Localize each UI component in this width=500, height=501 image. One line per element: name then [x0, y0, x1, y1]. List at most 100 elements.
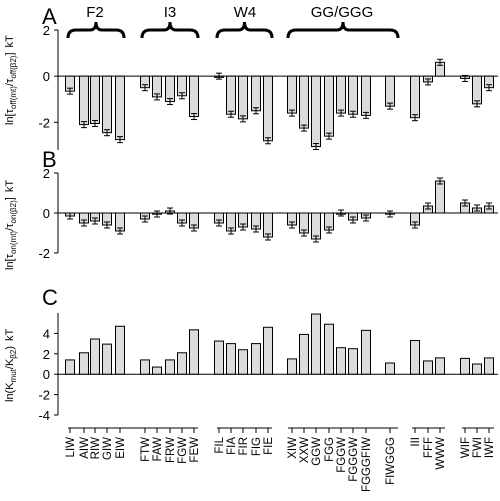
x-tick-label-riw: RIW — [90, 437, 102, 460]
x-tick-label-fil: FIL — [214, 436, 226, 453]
bar-iwf — [484, 357, 494, 375]
bar-xxw — [299, 75, 309, 129]
x-tick-label-xxw: XXW — [299, 437, 311, 463]
bar-faw — [152, 366, 162, 375]
group-brace — [66, 21, 126, 39]
bar-ggw — [311, 313, 321, 375]
x-tick-label-aiw: AIW — [79, 437, 91, 459]
bar-fwi — [472, 75, 482, 105]
bar-fff — [423, 360, 433, 375]
bar-riw — [90, 338, 100, 375]
bar-few — [189, 75, 199, 118]
panel-a: -2 0 2 — [38, 23, 498, 151]
bar-www — [435, 180, 445, 214]
x-tick-label-fff: FFF — [423, 437, 435, 458]
bar-fie — [263, 212, 273, 238]
bar-fgg — [324, 323, 334, 375]
y-tick-label: -4 — [38, 408, 50, 423]
labels-layer: A B C F2 I3 W4 GG/GGG ln[τoff(mt)/τoff(β… — [4, 4, 373, 402]
bar-frw — [165, 75, 175, 103]
bar-xxw — [299, 333, 309, 375]
group-brace — [140, 21, 200, 39]
x-tick-label-fie: FIE — [263, 437, 275, 455]
bar-fia — [226, 343, 236, 375]
y-axis-label-a: ln[τoff(mt)/τoff(β2)]kT — [4, 35, 18, 125]
panel-label-b: B — [42, 147, 57, 172]
group-label-i3: I3 — [164, 4, 177, 21]
bar-frw — [165, 359, 175, 375]
bar-fir — [238, 349, 248, 375]
x-tick-label-few: FEW — [189, 437, 201, 463]
panel-c: -4 -2 0 2 4 LIW AIW RIW GIW EIW FTW FAW FRW FGW FEW FIL… — [38, 313, 498, 492]
bar-fgg — [324, 75, 334, 137]
bar-fgggw — [348, 348, 358, 375]
group-brace — [215, 21, 274, 39]
bar-iii — [410, 340, 420, 375]
bar-ftw — [140, 359, 150, 375]
bar-iii — [410, 75, 420, 119]
x-tick-label-fgggw: FGGGW — [348, 437, 360, 482]
y-tick-label: 2 — [43, 23, 50, 38]
y-tick-label: 0 — [43, 206, 50, 221]
x-tick-label-ggw: GGW — [311, 437, 323, 466]
x-tick-label-faw: FAW — [152, 437, 164, 462]
bar-fgggfiw — [361, 329, 371, 375]
y-tick-label: 4 — [43, 326, 50, 341]
x-tick-label-fia: FIA — [226, 437, 238, 455]
bar-eiw — [115, 325, 125, 375]
panel-label-c: C — [42, 285, 58, 310]
y-tick-label: -2 — [38, 246, 50, 261]
bar-giw — [102, 75, 112, 134]
bar-few — [189, 329, 199, 375]
panel-label-a: A — [42, 4, 57, 29]
y-tick-label: -2 — [38, 115, 50, 130]
bar-fgggw — [348, 75, 358, 115]
y-tick-label: -2 — [38, 388, 50, 403]
bar-fig — [251, 75, 261, 112]
group-brace — [286, 21, 400, 39]
x-tick-label-www: WWW — [435, 437, 447, 470]
x-tick-label-ftw: FTW — [140, 437, 152, 462]
bar-giw — [102, 343, 112, 375]
group-label-f2: F2 — [86, 4, 104, 21]
bar-fiwggg — [385, 75, 395, 107]
bar-fwi — [472, 363, 482, 375]
x-tick-label-liw: LIW — [65, 437, 77, 458]
svg-text:ln(Kmut/Kβ2)kT: ln(Kmut/Kβ2)kT — [4, 328, 18, 402]
x-tick-label-fggw: FGGW — [336, 437, 348, 473]
bar-fig — [251, 343, 261, 375]
y-tick-label: 2 — [43, 347, 50, 362]
bar-wif — [460, 357, 470, 375]
x-tick-label-iii: III — [410, 437, 422, 447]
svg-text:ln[τoff(mt)/τoff(β2)]kT: ln[τoff(mt)/τoff(β2)]kT — [4, 35, 18, 125]
x-tick-label-iwf: IWF — [484, 437, 496, 458]
bar-ggw — [311, 212, 321, 240]
x-tick-label-fiwggg: FIWGGG — [385, 437, 397, 485]
bar-liw — [65, 359, 75, 375]
bar-fir — [238, 75, 248, 120]
x-tick-label-fig: FIG — [251, 437, 263, 456]
bar-eiw — [115, 75, 125, 141]
y-tick-label: 0 — [43, 69, 50, 84]
panel-b: -2 0 2 — [38, 166, 498, 261]
x-tick-label-fir: FIR — [238, 437, 250, 456]
x-tick-label-fwi: FWI — [472, 437, 484, 458]
bar-fie — [263, 75, 273, 142]
bar-fgw — [177, 352, 187, 375]
bar-xiw — [287, 358, 297, 375]
bar-fggw — [336, 347, 346, 375]
bar-xiw — [287, 75, 297, 114]
group-label-w4: W4 — [234, 4, 257, 21]
x-tick-label-giw: GIW — [102, 437, 114, 460]
x-tick-label-eiw: EIW — [115, 437, 127, 459]
bar-www — [435, 357, 445, 375]
bar-riw — [90, 75, 100, 124]
bar-fggw — [336, 75, 346, 114]
bar-fia — [226, 75, 236, 115]
bar-fie — [263, 326, 273, 375]
x-tick-label-fgw: FGW — [177, 437, 189, 464]
x-tick-label-fgg: FGG — [324, 437, 336, 462]
y-tick-label: 2 — [43, 166, 50, 181]
bar-fiwggg — [385, 362, 395, 375]
y-tick-label: 0 — [43, 367, 50, 382]
